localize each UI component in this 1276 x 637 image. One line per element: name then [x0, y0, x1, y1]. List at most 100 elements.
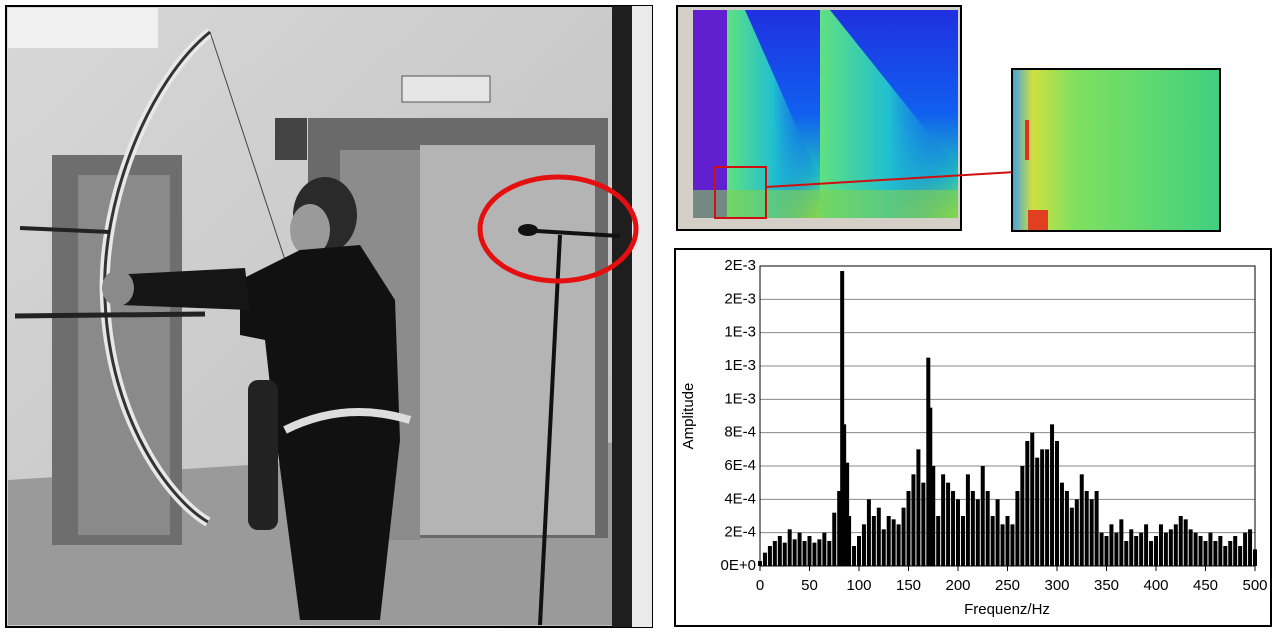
bar — [886, 516, 891, 566]
x-tick-label: 400 — [1143, 577, 1168, 594]
bar — [767, 546, 772, 566]
bar — [1089, 499, 1094, 566]
bar — [866, 499, 871, 566]
x-tick-label: 150 — [896, 577, 921, 594]
y-tick-label: 8E-4 — [724, 424, 756, 441]
y-tick-label: 1E-3 — [724, 390, 756, 407]
y-tick-label: 2E-3 — [724, 257, 756, 274]
x-tick-label: 250 — [995, 577, 1020, 594]
spectrogram — [676, 5, 1221, 232]
bar — [857, 536, 861, 566]
bar — [797, 532, 802, 566]
bar — [1015, 491, 1020, 566]
bar — [876, 507, 881, 566]
bar — [1188, 529, 1193, 566]
bar — [1208, 532, 1213, 566]
bar — [965, 474, 970, 566]
bar — [1059, 482, 1064, 566]
bar — [951, 491, 956, 566]
bar — [1248, 529, 1253, 566]
y-tick-label: 6E-4 — [724, 457, 756, 474]
bar — [946, 482, 951, 566]
x-tick-label: 300 — [1044, 577, 1069, 594]
bar — [931, 466, 936, 566]
bar — [881, 529, 886, 566]
bar — [936, 516, 941, 566]
bar — [1050, 424, 1055, 566]
bar — [1213, 541, 1218, 566]
bar — [840, 271, 845, 566]
bar — [1035, 457, 1040, 566]
bar — [1040, 449, 1045, 566]
bar — [802, 541, 807, 566]
bar — [1139, 532, 1144, 566]
spectrum-chart: Frequenz/Hz Amplitude 0E+0 2E-4 4E-4 6E-4 8E… — [674, 248, 1272, 627]
bar — [1218, 536, 1223, 566]
bar — [1045, 449, 1050, 566]
bar — [1173, 524, 1178, 566]
bar — [1168, 529, 1173, 566]
y-tick-label: 0E+0 — [721, 557, 756, 574]
bar — [1000, 524, 1005, 566]
bar — [985, 491, 990, 566]
bar — [1074, 499, 1079, 566]
bar — [1010, 524, 1015, 566]
bar — [1243, 532, 1248, 566]
bar — [941, 474, 946, 566]
bar — [960, 516, 965, 566]
bar — [1178, 516, 1183, 566]
bar — [1094, 491, 1099, 566]
bar — [921, 482, 926, 566]
bar — [1109, 524, 1114, 566]
bar — [1223, 546, 1228, 566]
y-tick-label: 2E-3 — [724, 290, 756, 307]
bar — [1114, 532, 1119, 566]
y-tick-label: 2E-4 — [724, 524, 756, 541]
bar — [970, 491, 975, 566]
bar — [956, 499, 960, 566]
plot-frame — [759, 265, 1256, 567]
bar — [1134, 536, 1139, 566]
bar — [916, 449, 921, 566]
x-tick-label: 0 — [756, 577, 764, 594]
bar — [1158, 524, 1163, 566]
bar — [782, 542, 787, 566]
bar — [1183, 519, 1188, 566]
bar — [861, 524, 866, 566]
bar — [827, 541, 832, 566]
y-tick-label: 1E-3 — [724, 357, 756, 374]
bar — [1203, 541, 1208, 566]
bar — [891, 519, 896, 566]
bar — [906, 491, 911, 566]
x-axis-label: Frequenz/Hz — [964, 601, 1050, 618]
bar — [812, 542, 817, 566]
bar — [852, 546, 857, 566]
bar — [1129, 529, 1134, 566]
bar — [1069, 507, 1074, 566]
y-tick-label: 1E-3 — [724, 324, 756, 341]
x-tick-label: 350 — [1094, 577, 1119, 594]
bar — [772, 541, 777, 566]
bar — [995, 499, 1000, 566]
bar — [911, 474, 916, 566]
bar — [1149, 541, 1154, 566]
bar — [928, 407, 933, 566]
bar — [832, 512, 837, 566]
x-tick-label: 50 — [801, 577, 818, 594]
bar — [1104, 536, 1109, 566]
bar — [975, 499, 980, 566]
y-axis-label: Amplitude — [680, 383, 697, 450]
bar — [1119, 519, 1124, 566]
bar — [1124, 541, 1129, 566]
bar — [1228, 541, 1233, 566]
bar — [1144, 524, 1149, 566]
photo — [5, 5, 653, 628]
bar — [822, 532, 827, 566]
bar — [990, 516, 995, 566]
bar — [1055, 441, 1059, 566]
x-tick-label: 100 — [846, 577, 871, 594]
x-tick-label: 450 — [1193, 577, 1218, 594]
bar — [1030, 432, 1035, 566]
bar — [847, 516, 852, 566]
